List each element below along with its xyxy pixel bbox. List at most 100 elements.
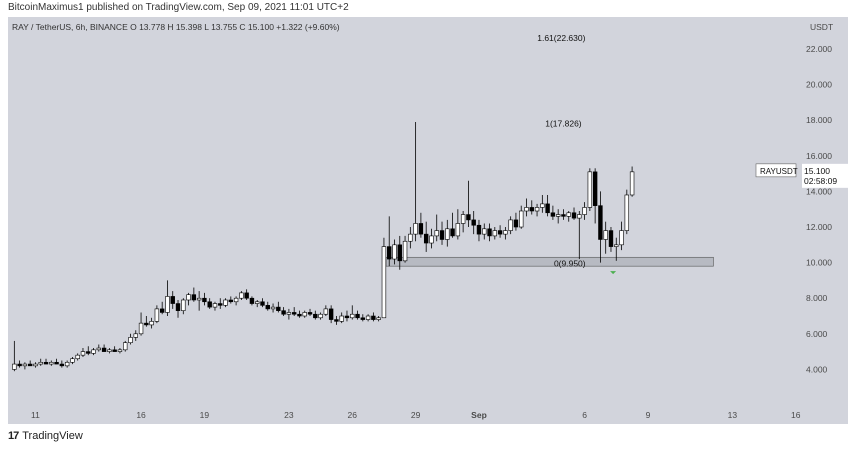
candle-body[interactable] (344, 315, 350, 319)
candle-body[interactable] (323, 308, 329, 315)
candle-body[interactable] (550, 212, 556, 217)
candle-body[interactable] (350, 313, 355, 319)
candle-body[interactable] (212, 303, 218, 308)
candle-body[interactable] (128, 337, 133, 344)
candle-body[interactable] (59, 363, 65, 367)
candle-body[interactable] (260, 301, 265, 306)
candle-body[interactable] (450, 228, 455, 237)
candle-body[interactable] (96, 347, 102, 351)
candle-body[interactable] (202, 297, 207, 303)
candle-body[interactable] (101, 347, 107, 352)
candle-body[interactable] (476, 224, 482, 235)
candle-body[interactable] (529, 207, 534, 212)
candle-body[interactable] (186, 294, 191, 301)
candle-body[interactable] (318, 313, 323, 319)
candle-body[interactable] (302, 312, 307, 317)
candle-body[interactable] (571, 212, 577, 219)
candle-body[interactable] (439, 230, 445, 240)
candle-body[interactable] (91, 349, 96, 354)
candle-body[interactable] (492, 230, 498, 237)
candle-body[interactable] (429, 235, 434, 244)
candle-body[interactable] (365, 315, 371, 320)
candle-body[interactable] (466, 214, 471, 221)
candle-body[interactable] (371, 315, 376, 320)
support-zone[interactable] (385, 256, 714, 267)
candle-body[interactable] (80, 351, 86, 356)
candle-body[interactable] (70, 358, 75, 363)
candle-body[interactable] (360, 317, 366, 320)
candle-body[interactable] (207, 301, 212, 308)
candle-body[interactable] (286, 312, 292, 315)
candle-body[interactable] (445, 228, 450, 240)
time-axis[interactable] (8, 405, 848, 424)
candle-body[interactable] (175, 303, 181, 311)
candle-body[interactable] (12, 363, 17, 370)
candle-body[interactable] (297, 313, 302, 317)
candle-body[interactable] (244, 292, 249, 299)
candle-body[interactable] (75, 354, 80, 360)
candle-body[interactable] (22, 363, 28, 367)
candle-body[interactable] (159, 308, 165, 313)
candle-body[interactable] (402, 240, 408, 262)
candle-body[interactable] (545, 203, 550, 214)
candle-body[interactable] (328, 308, 334, 320)
candle-body[interactable] (629, 171, 635, 196)
candle-body[interactable] (144, 322, 149, 326)
candle-body[interactable] (276, 306, 281, 311)
candle-body[interactable] (133, 333, 138, 338)
candle-body[interactable] (603, 230, 608, 240)
candle-body[interactable] (392, 244, 397, 260)
candle-body[interactable] (381, 246, 387, 319)
candle-body[interactable] (513, 219, 519, 228)
candle-body[interactable] (33, 363, 38, 367)
candle-body[interactable] (27, 363, 33, 367)
candle-body[interactable] (423, 233, 429, 244)
candle-body[interactable] (86, 351, 91, 354)
candle-body[interactable] (196, 297, 202, 301)
candle-body[interactable] (460, 214, 466, 224)
candle-body[interactable] (255, 301, 260, 304)
candle-body[interactable] (281, 310, 286, 315)
candle-body[interactable] (154, 308, 160, 322)
candle-body[interactable] (608, 230, 614, 247)
candle-body[interactable] (233, 297, 239, 303)
candle-body[interactable] (397, 244, 402, 262)
candle-body[interactable] (54, 361, 59, 365)
candle-body[interactable] (339, 315, 344, 322)
candle-body[interactable] (387, 246, 392, 260)
candle-body[interactable] (418, 223, 424, 235)
candle-body[interactable] (524, 207, 529, 212)
candle-body[interactable] (138, 322, 144, 335)
candle-body[interactable] (614, 244, 619, 247)
price-axis[interactable] (800, 17, 848, 405)
candle-body[interactable] (117, 349, 123, 352)
candle-body[interactable] (49, 361, 54, 365)
candle-body[interactable] (64, 361, 70, 367)
candle-body[interactable] (17, 363, 22, 367)
candle-body[interactable] (249, 297, 255, 304)
candle-body[interactable] (482, 228, 487, 235)
candle-body[interactable] (497, 230, 503, 235)
candle-body[interactable] (313, 313, 318, 319)
candle-body[interactable] (38, 361, 43, 365)
candle-body[interactable] (519, 210, 524, 228)
candle-body[interactable] (107, 349, 112, 352)
candle-body[interactable] (270, 306, 276, 310)
candle-body[interactable] (228, 299, 234, 303)
candle-body[interactable] (218, 303, 223, 306)
candle-body[interactable] (191, 294, 197, 301)
candle-body[interactable] (555, 214, 561, 217)
candle-body[interactable] (408, 233, 413, 242)
candle-body[interactable] (534, 207, 540, 212)
candle-body[interactable] (577, 214, 582, 219)
candle-body[interactable] (307, 312, 313, 315)
candle-body[interactable] (566, 212, 571, 217)
candle-body[interactable] (561, 214, 566, 217)
candle-body[interactable] (170, 296, 175, 304)
candle-body[interactable] (149, 321, 154, 326)
candle-body[interactable] (239, 292, 244, 299)
candle-body[interactable] (582, 207, 587, 215)
candle-body[interactable] (487, 228, 492, 237)
candle-body[interactable] (265, 305, 270, 310)
